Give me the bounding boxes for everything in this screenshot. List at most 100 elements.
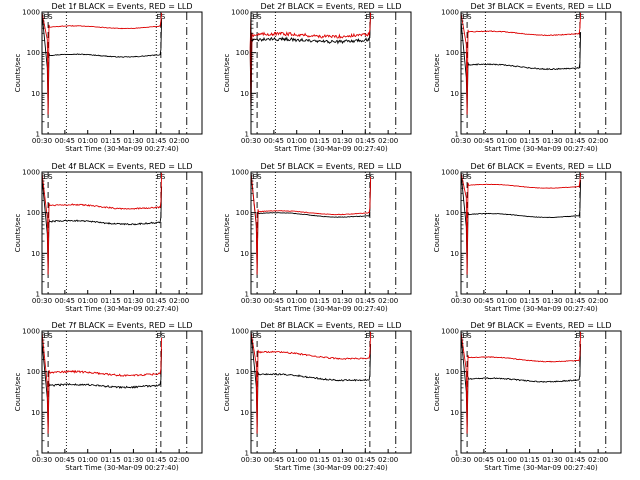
- y-axis-label: Counts/sec: [433, 214, 441, 253]
- x-tick-label: 00:45: [55, 456, 75, 464]
- y-tick-label: 10: [31, 409, 40, 417]
- y-tick-label: 1: [455, 131, 459, 139]
- x-tick-label: 01:30: [332, 456, 352, 464]
- marker-label: ES: [253, 13, 262, 21]
- y-tick-label: 100: [236, 368, 249, 376]
- lld-series: [41, 12, 163, 115]
- x-tick-label: 02:00: [588, 137, 608, 145]
- events-series: [460, 335, 582, 434]
- x-tick-label: 01:15: [309, 297, 329, 305]
- x-tick-label: 00:45: [264, 137, 284, 145]
- x-tick-label: 00:30: [241, 137, 261, 145]
- y-axis-label: Counts/sec: [433, 54, 441, 93]
- lld-series: [250, 331, 372, 434]
- panel-title: Det 6f BLACK = Events, RED = LLD: [470, 162, 611, 171]
- x-axis-label: Start Time (30-Mar-09 00:27:40): [484, 145, 598, 153]
- detector-panel-5: Det 5f BLACK = Events, RED = LLD ES ES 1 10 1…: [223, 162, 412, 313]
- y-tick-label: 1: [455, 291, 459, 299]
- events-series: [41, 177, 163, 275]
- x-tick-label: 00:45: [55, 297, 75, 305]
- y-tick-label: 1: [455, 450, 459, 458]
- x-tick-label: 01:45: [146, 456, 166, 464]
- panel-title: Det 4f BLACK = Events, RED = LLD: [51, 162, 192, 171]
- x-tick-label: 01:30: [542, 137, 562, 145]
- lld-series: [460, 331, 582, 434]
- y-tick-label: 10: [450, 409, 459, 417]
- x-tick-label: 02:00: [378, 297, 398, 305]
- y-tick-label: 100: [27, 209, 40, 217]
- y-tick-label: 1000: [231, 9, 249, 17]
- x-tick-label: 00:30: [451, 456, 471, 464]
- x-tick-label: 01:45: [355, 297, 375, 305]
- marker-label: ES: [44, 173, 53, 181]
- x-tick-label: 01:15: [519, 297, 539, 305]
- x-tick-label: 00:30: [451, 297, 471, 305]
- plot-frame: [460, 171, 622, 295]
- x-tick-label: 01:00: [497, 137, 517, 145]
- y-tick-label: 1: [245, 450, 249, 458]
- marker-label: ES: [156, 332, 165, 340]
- lld-series: [249, 12, 372, 115]
- y-tick-label: 1000: [441, 169, 459, 177]
- lld-series: [41, 331, 163, 434]
- x-tick-label: 00:45: [55, 137, 75, 145]
- y-axis-label: Counts/sec: [223, 373, 231, 412]
- x-tick-label: 01:45: [355, 456, 375, 464]
- x-tick-label: 02:00: [169, 137, 189, 145]
- plot-frame: [41, 11, 203, 135]
- x-tick-label: 00:45: [264, 297, 284, 305]
- y-tick-label: 1000: [22, 169, 40, 177]
- plot-frame: [250, 330, 412, 454]
- panel-title: Det 1f BLACK = Events, RED = LLD: [51, 2, 192, 11]
- x-tick-label: 01:15: [100, 297, 120, 305]
- panel-title: Det 3f BLACK = Events, RED = LLD: [470, 2, 611, 11]
- x-tick-label: 01:00: [497, 456, 517, 464]
- y-tick-label: 10: [240, 409, 249, 417]
- marker-label: ES: [253, 173, 262, 181]
- detector-panel-7: Det 7f BLACK = Events, RED = LLD ES ES 1 10 1…: [14, 321, 203, 472]
- lld-series: [250, 172, 372, 275]
- x-tick-label: 01:45: [146, 297, 166, 305]
- y-tick-label: 1000: [441, 9, 459, 17]
- panel-title: Det 9f BLACK = Events, RED = LLD: [470, 321, 611, 330]
- x-tick-label: 01:00: [287, 297, 307, 305]
- events-series: [41, 341, 163, 434]
- marker-label: ES: [365, 173, 374, 181]
- panel-title: Det 8f BLACK = Events, RED = LLD: [260, 321, 401, 330]
- y-tick-label: 100: [236, 209, 249, 217]
- x-tick-label: 01:00: [78, 456, 98, 464]
- y-tick-label: 1000: [441, 328, 459, 336]
- y-axis-label: Counts/sec: [14, 214, 22, 253]
- y-tick-label: 10: [240, 90, 249, 98]
- x-tick-label: 00:30: [241, 297, 261, 305]
- x-axis-label: Start Time (30-Mar-09 00:27:40): [65, 464, 179, 472]
- y-tick-label: 1: [245, 131, 249, 139]
- x-axis-label: Start Time (30-Mar-09 00:27:40): [274, 464, 388, 472]
- plot-frame: [250, 11, 412, 135]
- y-tick-label: 10: [31, 250, 40, 258]
- y-tick-label: 1: [245, 291, 249, 299]
- events-series: [460, 20, 582, 115]
- y-axis-label: Counts/sec: [223, 54, 231, 93]
- events-series: [249, 12, 372, 115]
- y-tick-label: 10: [31, 90, 40, 98]
- plot-frame: [460, 11, 622, 135]
- marker-label: ES: [463, 332, 472, 340]
- plot-frame: [460, 330, 622, 454]
- x-tick-label: 01:30: [332, 137, 352, 145]
- y-tick-label: 1: [36, 450, 40, 458]
- x-tick-label: 00:45: [474, 137, 494, 145]
- y-axis-label: Counts/sec: [14, 373, 22, 412]
- panel-title: Det 5f BLACK = Events, RED = LLD: [260, 162, 401, 171]
- x-axis-label: Start Time (30-Mar-09 00:27:40): [274, 305, 388, 313]
- x-tick-label: 01:30: [332, 297, 352, 305]
- x-tick-label: 01:30: [123, 137, 143, 145]
- lld-series: [460, 12, 582, 115]
- x-tick-label: 00:45: [474, 297, 494, 305]
- x-axis-label: Start Time (30-Mar-09 00:27:40): [65, 305, 179, 313]
- x-tick-label: 02:00: [588, 297, 608, 305]
